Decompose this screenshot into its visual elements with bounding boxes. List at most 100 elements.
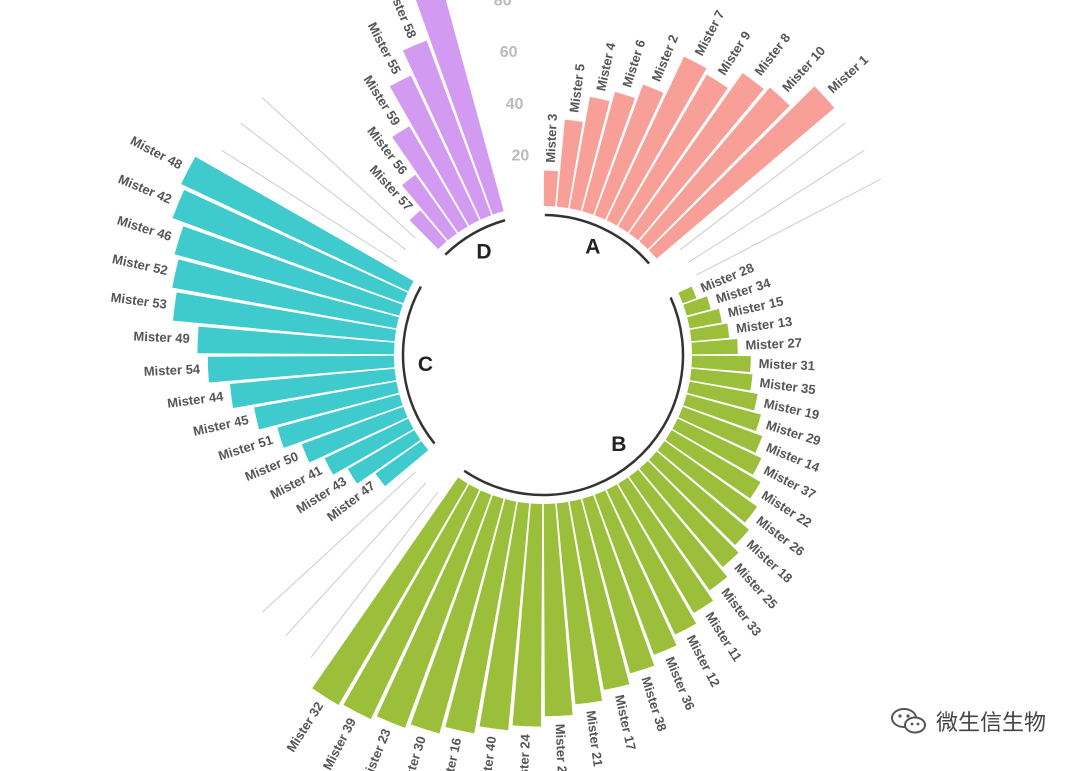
- bar-label: Mister 55: [365, 20, 404, 77]
- bar-label: Mister 20: [553, 723, 570, 771]
- bar-mister-9: [618, 74, 728, 233]
- bar-mister-48: [181, 156, 414, 292]
- bar-label: Mister 10: [779, 43, 828, 95]
- bar-mister-15: [687, 308, 722, 329]
- axis-tick-label: 20: [511, 148, 529, 165]
- bar-label: Mister 39: [320, 715, 359, 771]
- bar-mister-11: [618, 477, 714, 613]
- grid-line: [261, 471, 416, 613]
- bar-mister-13: [689, 323, 730, 342]
- grid-line: [285, 482, 427, 637]
- axis-tick-label: 80: [494, 0, 512, 10]
- group-arc-c: [401, 285, 436, 445]
- bar-mister-33: [629, 469, 728, 591]
- grid-line: [679, 122, 846, 251]
- bar-label: Mister 38: [638, 675, 669, 733]
- bar-mister-7: [606, 56, 707, 226]
- bar-label: Mister 45: [192, 412, 250, 439]
- axis-tick-label: 40: [506, 96, 524, 113]
- group-label-c: C: [418, 353, 433, 376]
- bar-mister-38: [582, 495, 655, 674]
- bar-mister-44: [229, 368, 397, 408]
- group-label-b: B: [611, 433, 626, 456]
- axis-tick-label: 60: [500, 44, 518, 61]
- grid-line: [310, 491, 439, 658]
- group-label-d: D: [476, 240, 491, 263]
- bar-mister-25: [639, 460, 739, 568]
- bar-mister-23: [376, 490, 492, 728]
- bar-label: Mister 59: [361, 73, 404, 129]
- bar-label: Mister 35: [759, 375, 817, 397]
- bar-label: Mister 24: [515, 733, 532, 771]
- wechat-icon: [890, 708, 926, 734]
- bar-mister-6: [582, 91, 635, 215]
- bar-mister-58: [402, 40, 492, 220]
- bar-label: Mister 51: [216, 432, 274, 463]
- bar-mister-40: [479, 501, 530, 731]
- bar-mister-21: [556, 501, 603, 705]
- bar-label: Mister 9: [715, 28, 754, 78]
- bar-mister-53: [172, 292, 397, 342]
- bar-mister-31: [691, 355, 751, 373]
- bar-mister-41: [324, 418, 414, 475]
- bar-label: Mister 40: [477, 735, 499, 771]
- bar-mister-18: [648, 451, 750, 546]
- bar-label: Mister 27: [745, 335, 802, 352]
- bar-label: Mister 12: [684, 632, 723, 689]
- bar-mister-12: [606, 484, 697, 635]
- bar-label: Mister 54: [143, 361, 201, 378]
- watermark-text: 微生信生物: [935, 711, 1046, 736]
- bar-mister-2: [594, 84, 664, 220]
- bar-label: Mister 7: [691, 8, 727, 59]
- gap-grid-lines: [221, 97, 882, 658]
- bar-mister-59: [392, 126, 468, 233]
- bar-mister-14: [678, 406, 763, 453]
- grid-line: [261, 97, 416, 239]
- grid-line: [240, 122, 407, 251]
- bar-mister-49: [197, 326, 395, 355]
- bar-label: Mister 1: [825, 52, 871, 96]
- group-arc-d: [444, 219, 506, 256]
- bar-mister-35: [689, 368, 753, 391]
- bar-label: Mister 48: [128, 133, 185, 172]
- bar-mister-22: [665, 430, 761, 499]
- group-arc-a: [544, 213, 651, 265]
- bar-mister-42: [172, 189, 408, 304]
- bar-mister-60: [415, 0, 504, 215]
- bar-mister-45: [254, 381, 399, 430]
- bar-mister-50: [301, 406, 408, 463]
- grid-line: [696, 178, 882, 276]
- bar-labels: Mister 3 Mister 5 Mister 4 Mister 6 Mister 2…: [110, 0, 871, 771]
- bar-mister-24: [512, 503, 543, 727]
- bar-mister-3: [543, 170, 559, 207]
- bar-label: Mister 8: [751, 30, 793, 78]
- bar-mister-54: [207, 355, 395, 383]
- group-baselines: A B C D: [401, 213, 685, 497]
- bar-label: Mister 30: [397, 734, 428, 771]
- bar-label: Mister 31: [758, 356, 815, 373]
- bar-label: Mister 21: [583, 710, 605, 768]
- bar-mister-32: [312, 477, 468, 706]
- bar-mister-29: [683, 394, 761, 432]
- bar-mister-43: [347, 430, 421, 484]
- bar-mister-37: [672, 418, 762, 475]
- bar-label: Mister 4: [593, 40, 618, 92]
- bar-label: Mister 58: [384, 0, 419, 40]
- bar-mister-17: [569, 499, 630, 690]
- grid-line: [688, 149, 865, 263]
- bar-label: Mister 46: [115, 213, 173, 244]
- bar-label: Mister 6: [619, 38, 648, 89]
- bar-mister-56: [401, 174, 457, 241]
- bar-mister-26: [657, 441, 758, 523]
- group-label-a: A: [585, 236, 600, 259]
- bar-label: Mister 53: [110, 290, 168, 312]
- bar-mister-47: [375, 441, 429, 487]
- group-arc-b: [463, 296, 685, 497]
- bar-label: Mister 3: [543, 113, 560, 163]
- bar-mister-20: [543, 503, 573, 717]
- bar-mister-57: [409, 210, 447, 250]
- bar-label: Mister 44: [166, 388, 225, 410]
- bar-mister-46: [174, 226, 403, 316]
- bar-mister-10: [639, 87, 790, 250]
